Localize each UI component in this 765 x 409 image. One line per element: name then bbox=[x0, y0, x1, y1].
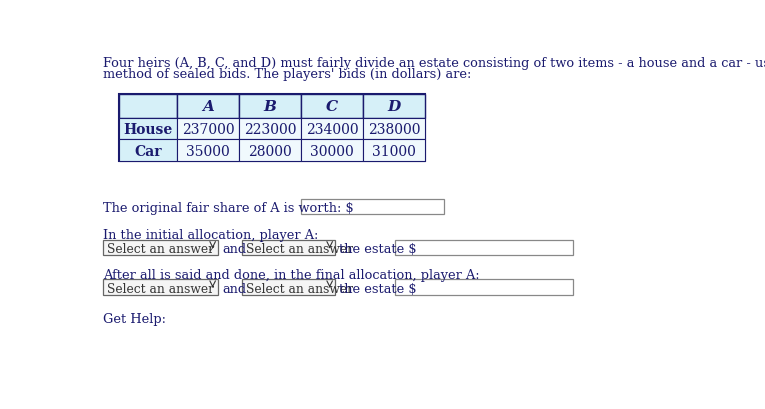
Text: 30000: 30000 bbox=[310, 144, 354, 158]
Text: D: D bbox=[387, 100, 401, 114]
Bar bbox=[395, 240, 573, 256]
Text: Select an answer: Select an answer bbox=[107, 243, 214, 256]
Text: The original fair share of A is worth: $: The original fair share of A is worth: $ bbox=[103, 201, 354, 214]
Bar bbox=[177, 140, 239, 161]
Text: 31000: 31000 bbox=[372, 144, 416, 158]
Bar bbox=[301, 200, 444, 214]
Bar bbox=[119, 95, 177, 118]
Bar bbox=[363, 95, 425, 118]
Bar bbox=[119, 118, 177, 140]
Text: In the initial allocation, player A:: In the initial allocation, player A: bbox=[103, 228, 319, 241]
Text: Four heirs (A, B, C, and D) must fairly divide an estate consisting of two items: Four heirs (A, B, C, and D) must fairly … bbox=[103, 57, 765, 70]
Bar bbox=[177, 95, 239, 118]
Bar bbox=[119, 140, 177, 161]
Text: the estate $: the estate $ bbox=[339, 282, 417, 295]
Text: 223000: 223000 bbox=[244, 123, 296, 137]
Text: C: C bbox=[326, 100, 338, 114]
Text: Car: Car bbox=[134, 144, 161, 158]
Bar bbox=[103, 240, 218, 256]
Text: 35000: 35000 bbox=[186, 144, 229, 158]
Bar bbox=[242, 279, 335, 295]
Text: 237000: 237000 bbox=[182, 123, 234, 137]
Text: Select an answer: Select an answer bbox=[107, 282, 214, 295]
Text: A: A bbox=[202, 100, 214, 114]
Text: After all is said and done, in the final allocation, player A:: After all is said and done, in the final… bbox=[103, 268, 480, 281]
Text: Select an answer: Select an answer bbox=[246, 243, 353, 256]
Text: Get Help:: Get Help: bbox=[103, 312, 166, 326]
Text: 28000: 28000 bbox=[248, 144, 292, 158]
Bar bbox=[301, 140, 363, 161]
Text: 238000: 238000 bbox=[368, 123, 420, 137]
Bar bbox=[363, 140, 425, 161]
Text: 234000: 234000 bbox=[306, 123, 358, 137]
Bar bbox=[239, 95, 301, 118]
Text: B: B bbox=[264, 100, 276, 114]
Bar bbox=[301, 95, 363, 118]
Text: ✓: ✓ bbox=[208, 243, 216, 253]
Text: the estate $: the estate $ bbox=[339, 243, 417, 256]
Text: House: House bbox=[123, 123, 173, 137]
Text: method of sealed bids. The players' bids (in dollars) are:: method of sealed bids. The players' bids… bbox=[103, 68, 472, 81]
Bar bbox=[242, 240, 335, 256]
Bar bbox=[301, 118, 363, 140]
Text: and: and bbox=[222, 282, 246, 295]
Bar bbox=[177, 118, 239, 140]
Bar bbox=[395, 279, 573, 295]
Bar bbox=[103, 279, 218, 295]
Bar bbox=[239, 118, 301, 140]
Text: and: and bbox=[222, 243, 246, 256]
Bar bbox=[239, 140, 301, 161]
Text: Select an answer: Select an answer bbox=[246, 282, 353, 295]
Bar bbox=[363, 118, 425, 140]
Bar bbox=[119, 95, 425, 161]
